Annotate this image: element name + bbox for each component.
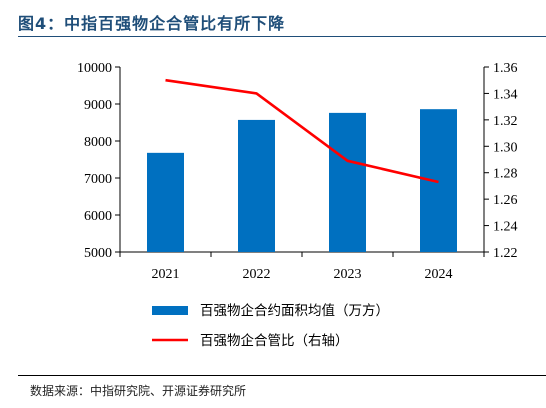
figure-title: 图4：中指百强物企合管比有所下降 <box>18 14 286 33</box>
source-note: 数据来源：中指研究院、开源证券研究所 <box>30 384 247 398</box>
line-series <box>165 78 439 184</box>
right-tick-label: 1.28 <box>493 167 518 182</box>
right-tick-label: 1.36 <box>493 61 518 76</box>
bar <box>238 119 275 252</box>
legend-swatch-bar <box>152 306 188 315</box>
x-tick-label: 2023 <box>334 267 362 282</box>
x-tick-label: 2024 <box>425 267 453 282</box>
left-tick-label: 8000 <box>84 135 112 150</box>
line-series-path <box>165 78 439 184</box>
left-tick-label: 9000 <box>84 98 112 113</box>
bar <box>420 109 457 253</box>
left-tick-label: 7000 <box>84 172 112 187</box>
left-tick-label: 5000 <box>84 246 112 261</box>
bar <box>147 152 184 252</box>
bar <box>329 112 366 252</box>
bar-series <box>147 109 457 253</box>
right-tick-label: 1.30 <box>493 140 518 155</box>
right-tick-label: 1.32 <box>493 114 518 129</box>
chart: 5000 6000 7000 8000 9000 10000 1.22 1.24 1.26 1.2… <box>77 61 518 349</box>
source-divider <box>18 375 546 376</box>
legend-label-line: 百强物企合管比（右轴） <box>200 332 349 349</box>
right-tick-label: 1.26 <box>493 193 518 208</box>
left-tick-label: 6000 <box>84 209 112 224</box>
title-divider <box>18 36 546 37</box>
legend: 百强物企合约面积均值（万方） 百强物企合管比（右轴） <box>152 302 389 349</box>
left-tick-label: 10000 <box>77 61 112 76</box>
right-tick-label: 1.22 <box>493 246 518 261</box>
tick-labels: 5000 6000 7000 8000 9000 10000 1.22 1.24 1.26 1.2… <box>77 61 518 282</box>
right-tick-label: 1.24 <box>493 220 518 235</box>
x-tick-label: 2021 <box>152 267 180 282</box>
right-tick-label: 1.34 <box>493 87 518 102</box>
x-tick-label: 2022 <box>243 267 271 282</box>
legend-label-bar: 百强物企合约面积均值（万方） <box>200 302 389 319</box>
